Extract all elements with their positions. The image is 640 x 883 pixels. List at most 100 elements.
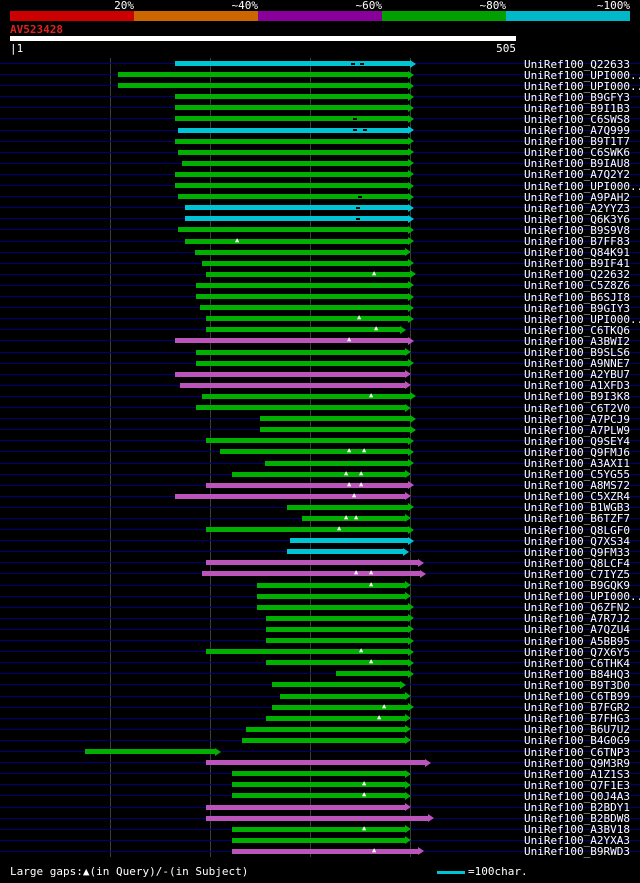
hsp-bar[interactable] xyxy=(206,271,410,277)
hsp-bar[interactable] xyxy=(232,782,405,788)
hit-label[interactable]: UniRef100_A3BWI2 xyxy=(524,334,630,348)
hsp-bar[interactable] xyxy=(260,416,410,422)
hsp-bar[interactable] xyxy=(287,549,403,555)
hsp-bar[interactable] xyxy=(206,316,408,322)
hit-label[interactable]: UniRef100_C6SWS8 xyxy=(524,112,630,126)
hit-label[interactable]: UniRef100_Q6K3Y6 xyxy=(524,212,630,226)
hsp-bar[interactable] xyxy=(196,405,405,410)
hit-label[interactable]: UniRef100_Q8LGF0 xyxy=(524,523,630,537)
hit-label[interactable]: UniRef100_B7FF83 xyxy=(524,235,630,249)
hsp-bar[interactable] xyxy=(175,338,408,344)
hit-label[interactable]: UniRef100_A1Z1S3 xyxy=(524,767,630,781)
hit-label[interactable]: UniRef100_Q9FMJ6 xyxy=(524,445,630,459)
hsp-bar[interactable] xyxy=(196,349,405,355)
hit-label[interactable]: UniRef100_B9IAU8 xyxy=(524,157,630,171)
hsp-bar[interactable] xyxy=(232,848,418,854)
hit-label[interactable]: UniRef100_Q22633 xyxy=(524,57,630,71)
hit-label[interactable]: UniRef100_A5BB95 xyxy=(524,634,630,648)
hit-label[interactable]: UniRef100_Q7XS34 xyxy=(524,534,630,548)
hsp-bar[interactable] xyxy=(200,305,408,311)
hsp-bar[interactable] xyxy=(182,160,408,166)
hit-label[interactable]: UniRef100_A7R7J2 xyxy=(524,612,630,626)
hit-label[interactable]: UniRef100_Q8LCF4 xyxy=(524,556,630,570)
hsp-bar[interactable] xyxy=(206,649,408,655)
hsp-bar[interactable] xyxy=(175,138,408,144)
hit-label[interactable]: UniRef100_C6T2V0 xyxy=(524,401,630,415)
hsp-bar[interactable] xyxy=(206,760,425,766)
hit-label[interactable]: UniRef100_Q9FM33 xyxy=(524,545,630,559)
hit-label[interactable]: UniRef100_A7Q2Y2 xyxy=(524,168,630,182)
hit-label[interactable]: UniRef100_C6THK4 xyxy=(524,656,630,670)
hsp-bar[interactable] xyxy=(175,94,408,100)
hit-label[interactable]: UniRef100_B2BDW8 xyxy=(524,812,630,826)
hit-label[interactable]: UniRef100_A2YXA3 xyxy=(524,834,630,848)
hsp-bar[interactable] xyxy=(287,504,408,510)
hit-label[interactable]: UniRef100_B9GIY3 xyxy=(524,301,630,315)
hsp-bar[interactable] xyxy=(272,682,400,688)
hit-label[interactable]: UniRef100_B9T3D0 xyxy=(524,678,630,692)
hit-label[interactable]: UniRef100_B9S9V8 xyxy=(524,223,630,237)
hsp-bar[interactable] xyxy=(195,249,405,255)
hsp-bar[interactable] xyxy=(180,382,405,388)
hit-label[interactable]: UniRef100_B7FGR2 xyxy=(524,701,630,715)
hsp-bar[interactable] xyxy=(206,804,405,810)
hsp-bar[interactable] xyxy=(290,538,408,544)
hit-label[interactable]: UniRef100_B84HQ3 xyxy=(524,667,630,681)
hsp-bar[interactable] xyxy=(266,626,408,632)
hsp-bar[interactable] xyxy=(257,604,408,610)
hsp-bar[interactable] xyxy=(202,260,408,266)
hsp-bar[interactable] xyxy=(175,371,405,377)
hit-label[interactable]: UniRef100_B9T1T7 xyxy=(524,135,630,149)
hsp-bar[interactable] xyxy=(242,737,405,743)
hsp-bar[interactable] xyxy=(232,837,405,843)
hit-label[interactable]: UniRef100_C6TKQ6 xyxy=(524,323,630,337)
hit-label[interactable]: UniRef100_C5YG55 xyxy=(524,468,630,482)
hit-label[interactable]: UniRef100_B4G0G9 xyxy=(524,734,630,748)
hsp-bar[interactable] xyxy=(118,83,408,89)
hit-label[interactable]: UniRef100_Q7X6Y5 xyxy=(524,645,630,659)
hsp-bar[interactable] xyxy=(272,704,408,710)
hsp-bar[interactable] xyxy=(232,793,405,799)
hit-label[interactable]: UniRef100_UPI000.. xyxy=(524,590,640,604)
hit-label[interactable]: UniRef100_Q9SEY4 xyxy=(524,434,630,448)
hit-label[interactable]: UniRef100_B9GFY3 xyxy=(524,90,630,104)
hsp-bar[interactable] xyxy=(178,227,408,233)
hit-label[interactable]: UniRef100_UPI000.. xyxy=(524,68,640,82)
hsp-bar[interactable] xyxy=(175,105,408,111)
hsp-bar[interactable] xyxy=(257,582,405,588)
hit-label[interactable]: UniRef100_B2BDY1 xyxy=(524,801,630,814)
hsp-bar[interactable] xyxy=(246,726,405,732)
hsp-bar[interactable] xyxy=(232,771,405,777)
hit-label[interactable]: UniRef100_UPI000.. xyxy=(524,312,640,326)
hsp-bar[interactable] xyxy=(336,671,408,677)
hsp-bar[interactable] xyxy=(260,427,410,433)
hsp-bar[interactable] xyxy=(206,327,400,333)
hit-label[interactable]: UniRef100_C6TB99 xyxy=(524,690,630,704)
hsp-bar[interactable] xyxy=(266,715,405,721)
hit-label[interactable]: UniRef100_A1XFD3 xyxy=(524,379,630,393)
hit-label[interactable]: UniRef100_A3BV18 xyxy=(524,823,630,837)
hsp-bar[interactable] xyxy=(175,171,408,177)
hit-label[interactable]: UniRef100_A7PCJ9 xyxy=(524,412,630,426)
hsp-bar[interactable] xyxy=(266,660,408,666)
hsp-bar[interactable] xyxy=(185,238,408,244)
hit-label[interactable]: UniRef100_B1WGB3 xyxy=(524,501,630,515)
hsp-bar[interactable] xyxy=(220,449,408,455)
hit-label[interactable]: UniRef100_Q9M3R9 xyxy=(524,756,630,770)
hsp-bar[interactable] xyxy=(257,593,405,599)
hit-label[interactable]: UniRef100_UPI000.. xyxy=(524,79,640,93)
hsp-bar[interactable] xyxy=(202,571,420,577)
hit-label[interactable]: UniRef100_C6SWK6 xyxy=(524,146,630,160)
hsp-bar[interactable] xyxy=(178,194,408,200)
hit-label[interactable]: UniRef100_UPI000.. xyxy=(524,179,640,193)
hsp-bar[interactable] xyxy=(266,638,408,644)
hit-label[interactable]: UniRef100_Q84K91 xyxy=(524,246,630,260)
hit-label[interactable]: UniRef100_A7Q999 xyxy=(524,124,630,138)
hsp-bar[interactable] xyxy=(175,61,410,66)
hit-label[interactable]: UniRef100_C5XZR4 xyxy=(524,490,630,504)
hsp-bar[interactable] xyxy=(178,149,408,155)
hsp-bar[interactable] xyxy=(118,72,408,78)
hit-label[interactable]: UniRef100_Q7F1E3 xyxy=(524,778,630,792)
hit-label[interactable]: UniRef100_A8MS72 xyxy=(524,479,630,493)
hsp-bar[interactable] xyxy=(206,482,408,488)
